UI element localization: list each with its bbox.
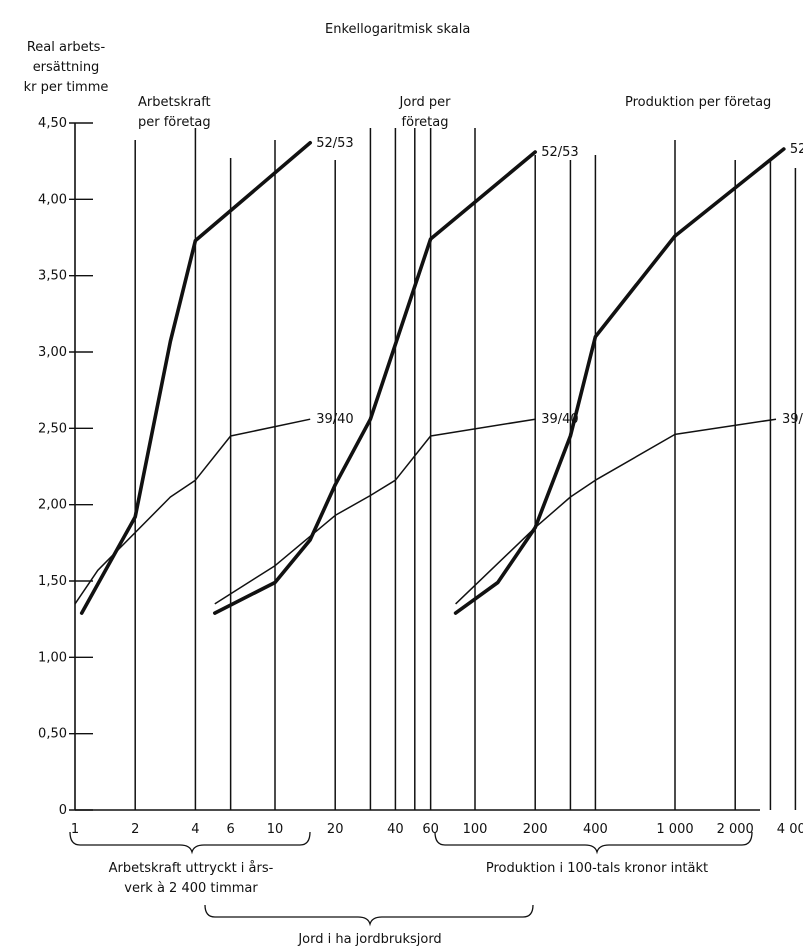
series-label-jord-52-53: 52/53 xyxy=(541,145,578,160)
bracket-produktion-label: Produktion i 100-tals kronor intäkt xyxy=(486,861,708,876)
y-axis-label-line-3: kr per timme xyxy=(24,80,109,95)
series-labels: 52/53 39/40 52/53 39/40 52/53 39/40 xyxy=(316,136,803,427)
series-lines xyxy=(74,141,786,615)
chart-title: Enkellogaritmisk skala xyxy=(325,22,470,37)
y-axis-label-line-1: Real arbets- xyxy=(27,40,106,55)
panel-label-arbetskraft-line-2: per företag xyxy=(138,115,211,130)
series-line-arbetskraft-39-40 xyxy=(74,418,311,605)
series-line-produktion-52-53 xyxy=(453,147,786,615)
x-tick-label: 2 000 xyxy=(717,822,754,837)
x-tick-label: 60 xyxy=(422,822,439,837)
series-label-arbetskraft-39-40: 39/40 xyxy=(316,412,353,427)
axis-brackets: Arbetskraft uttryckt i års- verk à 2 400… xyxy=(69,831,753,947)
series-line-jord-39-40 xyxy=(214,418,536,605)
x-tick-label: 4 000 xyxy=(777,822,803,837)
series-label-produktion-39-40: 39/40 xyxy=(782,412,803,427)
y-axis-label-line-2: ersättning xyxy=(33,60,100,75)
bracket-arbetskraft-label-line-2: verk à 2 400 timmar xyxy=(124,881,258,896)
panel-label-jord-line-2: företag xyxy=(402,115,449,130)
y-tick-label: 2,50 xyxy=(38,421,67,436)
y-tick-label: 3,50 xyxy=(38,269,67,284)
x-tick-label: 2 xyxy=(131,822,139,837)
y-tick-label: 3,00 xyxy=(38,345,67,360)
x-tick-label: 10 xyxy=(267,822,284,837)
x-tick-label: 400 xyxy=(583,822,608,837)
bracket-jord-label: Jord i ha jordbruksjord xyxy=(297,932,441,947)
vertical-gridlines xyxy=(134,128,797,810)
x-tick-label: 200 xyxy=(523,822,548,837)
series-label-produktion-52-53: 52/53 xyxy=(790,142,803,157)
x-tick-label: 1 000 xyxy=(656,822,693,837)
x-tick-label: 1 xyxy=(71,822,79,837)
series-label-jord-39-40: 39/40 xyxy=(541,412,578,427)
y-tick-label: 1,50 xyxy=(38,574,67,589)
y-tick-label: 1,00 xyxy=(38,650,67,665)
series-line-produktion-39-40 xyxy=(455,418,777,605)
x-axis: 1 2 4 6 10 20 40 60 100 200 400 1 000 2 000 4 000 xyxy=(71,809,803,837)
bracket-produktion xyxy=(434,831,753,855)
y-axis: 0 0,50 1,00 1,50 2,00 2,50 3,00 3,50 4,00 4,50 xyxy=(38,116,93,818)
bracket-jord xyxy=(204,904,534,927)
x-tick-label: 100 xyxy=(463,822,488,837)
series-line-arbetskraft-52-53 xyxy=(79,141,313,615)
panel-label-jord-line-1: Jord per xyxy=(399,95,452,110)
y-tick-label: 2,00 xyxy=(38,498,67,513)
x-tick-label: 20 xyxy=(327,822,344,837)
y-tick-label: 4,00 xyxy=(38,192,67,207)
y-tick-label: 0,50 xyxy=(38,727,67,742)
x-tick-label: 6 xyxy=(226,822,234,837)
x-tick-label: 40 xyxy=(387,822,404,837)
bracket-arbetskraft xyxy=(69,831,311,855)
panel-label-produktion: Produktion per företag xyxy=(625,95,771,110)
series-line-jord-52-53 xyxy=(213,150,538,615)
y-tick-label: 0 xyxy=(59,803,67,818)
series-label-arbetskraft-52-53: 52/53 xyxy=(316,136,353,151)
bracket-arbetskraft-label-line-1: Arbetskraft uttryckt i års- xyxy=(109,861,274,876)
x-tick-label: 4 xyxy=(191,822,199,837)
panel-label-arbetskraft-line-1: Arbetskraft xyxy=(138,95,211,110)
y-tick-label: 4,50 xyxy=(38,116,67,131)
